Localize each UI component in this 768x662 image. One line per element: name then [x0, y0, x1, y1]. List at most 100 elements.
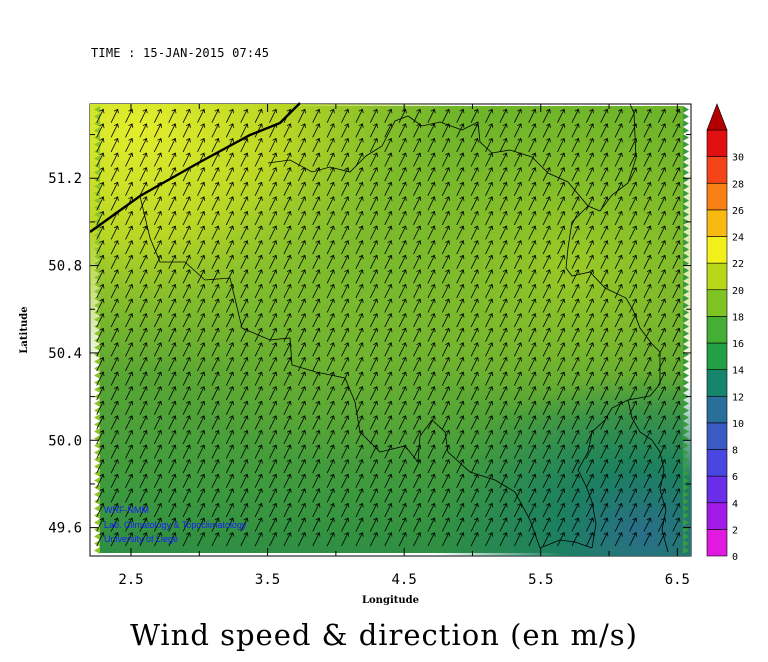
wind-arrow [211, 196, 220, 211]
wind-arrow [326, 210, 335, 226]
wind-arrow [513, 283, 522, 299]
wind-arrow [528, 313, 537, 328]
field-edge-right [683, 106, 689, 554]
wind-arrow [413, 108, 422, 123]
wind-arrow [413, 210, 422, 226]
wind-arrow [240, 196, 249, 211]
wind-arrow [326, 108, 335, 123]
wind-arrow [312, 415, 321, 430]
wind-arrow [312, 342, 321, 357]
wind-arrow [168, 240, 177, 255]
wind-arrow [225, 298, 234, 313]
wind-arrow [456, 298, 465, 313]
wind-arrow [369, 327, 378, 342]
wind-arrow [585, 225, 594, 240]
wind-arrow [225, 517, 234, 532]
wind-arrow [197, 386, 206, 401]
wind-arrow [398, 386, 407, 401]
wind-arrow [326, 386, 335, 401]
wind-arrow [283, 502, 292, 518]
wind-arrow [153, 429, 162, 445]
wind-arrow [600, 298, 609, 313]
wind-arrow [614, 137, 623, 153]
wind-arrow [168, 313, 177, 328]
wind-arrow [398, 283, 407, 299]
wind-arrow [240, 108, 249, 123]
wind-arrow [297, 517, 306, 532]
wind-arrow [441, 415, 450, 430]
wind-arrow [211, 152, 220, 167]
wind-vector-field [96, 108, 681, 547]
wind-arrow [600, 415, 609, 430]
wind-arrow [341, 342, 350, 357]
wind-arrow [413, 327, 422, 342]
wind-arrow [254, 313, 263, 328]
wind-arrow [254, 371, 263, 386]
wind-arrow [355, 415, 364, 430]
wind-arrow [297, 386, 306, 401]
wind-arrow [456, 517, 465, 532]
wind-arrow [441, 400, 450, 415]
colorbar-swatch [706, 422, 728, 450]
wind-arrow [629, 269, 638, 284]
wind-arrow [485, 400, 494, 415]
wind-arrow [211, 298, 220, 313]
wind-arrow [672, 473, 681, 488]
x-tick-label: 5.5 [528, 572, 553, 588]
wind-arrow [182, 502, 191, 518]
wind-arrow [427, 517, 436, 532]
wind-arrow [643, 210, 652, 226]
wind-arrow [643, 327, 652, 342]
wind-arrow [585, 181, 594, 196]
wind-arrow [643, 444, 652, 459]
wind-arrow [341, 298, 350, 313]
wind-arrow [182, 196, 191, 211]
wind-arrow [456, 196, 465, 211]
wind-arrow [571, 532, 580, 547]
wind-arrow [513, 327, 522, 342]
wind-arrow [168, 517, 177, 532]
wind-arrow [499, 181, 508, 196]
wind-arrow [168, 502, 177, 518]
wind-arrow [456, 473, 465, 488]
wind-arrow [355, 342, 364, 357]
wind-arrow [269, 459, 278, 474]
wind-arrow [168, 532, 177, 547]
wind-arrow [441, 181, 450, 196]
wind-arrow [614, 327, 623, 342]
wind-arrow [283, 327, 292, 342]
wind-arrow [571, 152, 580, 167]
wind-arrow [513, 342, 522, 357]
wind-arrow [629, 210, 638, 226]
wind-arrow [557, 371, 566, 386]
wind-arrow [153, 298, 162, 313]
wind-arrow [557, 342, 566, 357]
wind-arrow [398, 137, 407, 153]
wind-arrow [441, 167, 450, 182]
wind-arrow [139, 196, 148, 211]
wind-arrow [657, 327, 666, 342]
wind-arrow [96, 386, 105, 401]
wind-arrow [297, 283, 306, 299]
wind-arrow [672, 371, 681, 386]
wind-arrow [182, 181, 191, 196]
wind-arrow [629, 298, 638, 313]
field-edge-left [94, 106, 100, 554]
wind-arrow [485, 123, 494, 138]
wind-arrow [312, 225, 321, 240]
wind-arrow [528, 532, 537, 547]
colorbar-tick-label: 0 [732, 552, 738, 563]
wind-arrow [125, 327, 134, 342]
wind-arrow [657, 459, 666, 474]
border-lux-fr [539, 539, 593, 549]
credit-line-university: University of Liege [104, 534, 179, 544]
wind-arrow [153, 459, 162, 474]
wind-arrow [182, 371, 191, 386]
wind-arrow [283, 225, 292, 240]
wind-arrow [341, 415, 350, 430]
wind-arrow [470, 137, 479, 153]
wind-arrow [153, 123, 162, 138]
wind-arrow [254, 254, 263, 269]
wind-arrow [96, 473, 105, 488]
wind-arrow [643, 356, 652, 372]
